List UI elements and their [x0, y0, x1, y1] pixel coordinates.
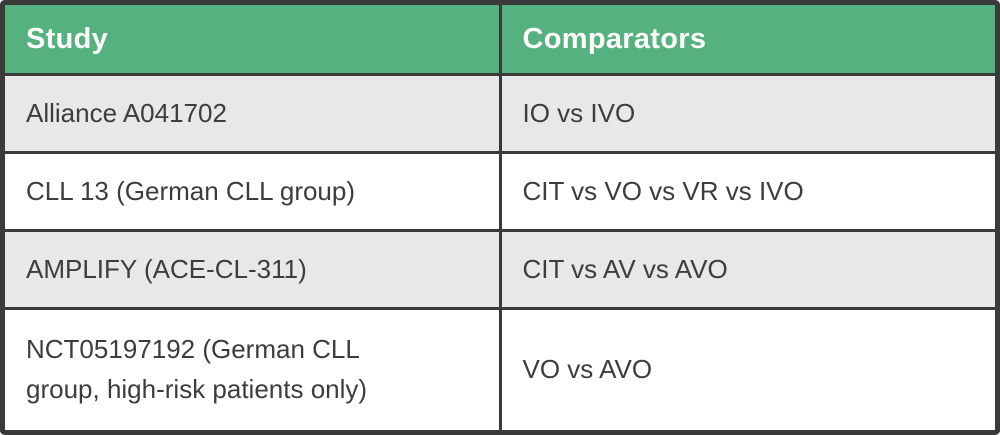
- comparators-cell: CIT vs VO vs VR vs IVO: [498, 151, 999, 232]
- table-header: Study Comparators: [1, 1, 999, 76]
- table-row: Alliance A041702 IO vs IVO: [1, 73, 999, 154]
- comparators-cell-text: VO vs AVO: [522, 354, 653, 385]
- header-row: Study Comparators: [1, 1, 999, 76]
- table-row: NCT05197192 (German CLL group, high-risk…: [1, 307, 999, 434]
- table-row: CLL 13 (German CLL group) CIT vs VO vs V…: [1, 151, 999, 232]
- study-cell-text: NCT05197192 (German CLL group, high-risk…: [26, 334, 368, 404]
- comparators-cell-text: IO vs IVO: [522, 97, 636, 128]
- comparators-cell: CIT vs AV vs AVO: [498, 229, 999, 310]
- column-header-study: Study: [1, 1, 502, 76]
- comparators-cell-text: CIT vs VO vs VR vs IVO: [522, 175, 804, 206]
- table-body: Alliance A041702 IO vs IVO CLL 13 (Germa…: [1, 73, 999, 434]
- comparators-cell: VO vs AVO: [498, 307, 999, 434]
- study-cell: AMPLIFY (ACE-CL-311): [1, 229, 502, 310]
- study-cell-text: CLL 13 (German CLL group): [26, 175, 356, 206]
- study-cell: CLL 13 (German CLL group): [1, 151, 502, 232]
- comparators-cell-text: CIT vs AV vs AVO: [522, 253, 728, 284]
- table-row: AMPLIFY (ACE-CL-311) CIT vs AV vs AVO: [1, 229, 999, 310]
- comparators-cell: IO vs IVO: [498, 73, 999, 154]
- study-cell-text: Alliance A041702: [26, 97, 227, 128]
- study-cell-text: AMPLIFY (ACE-CL-311): [26, 253, 307, 284]
- column-header-comparators: Comparators: [498, 1, 999, 76]
- study-cell: Alliance A041702: [1, 73, 502, 154]
- study-cell: NCT05197192 (German CLL group, high-risk…: [1, 307, 502, 434]
